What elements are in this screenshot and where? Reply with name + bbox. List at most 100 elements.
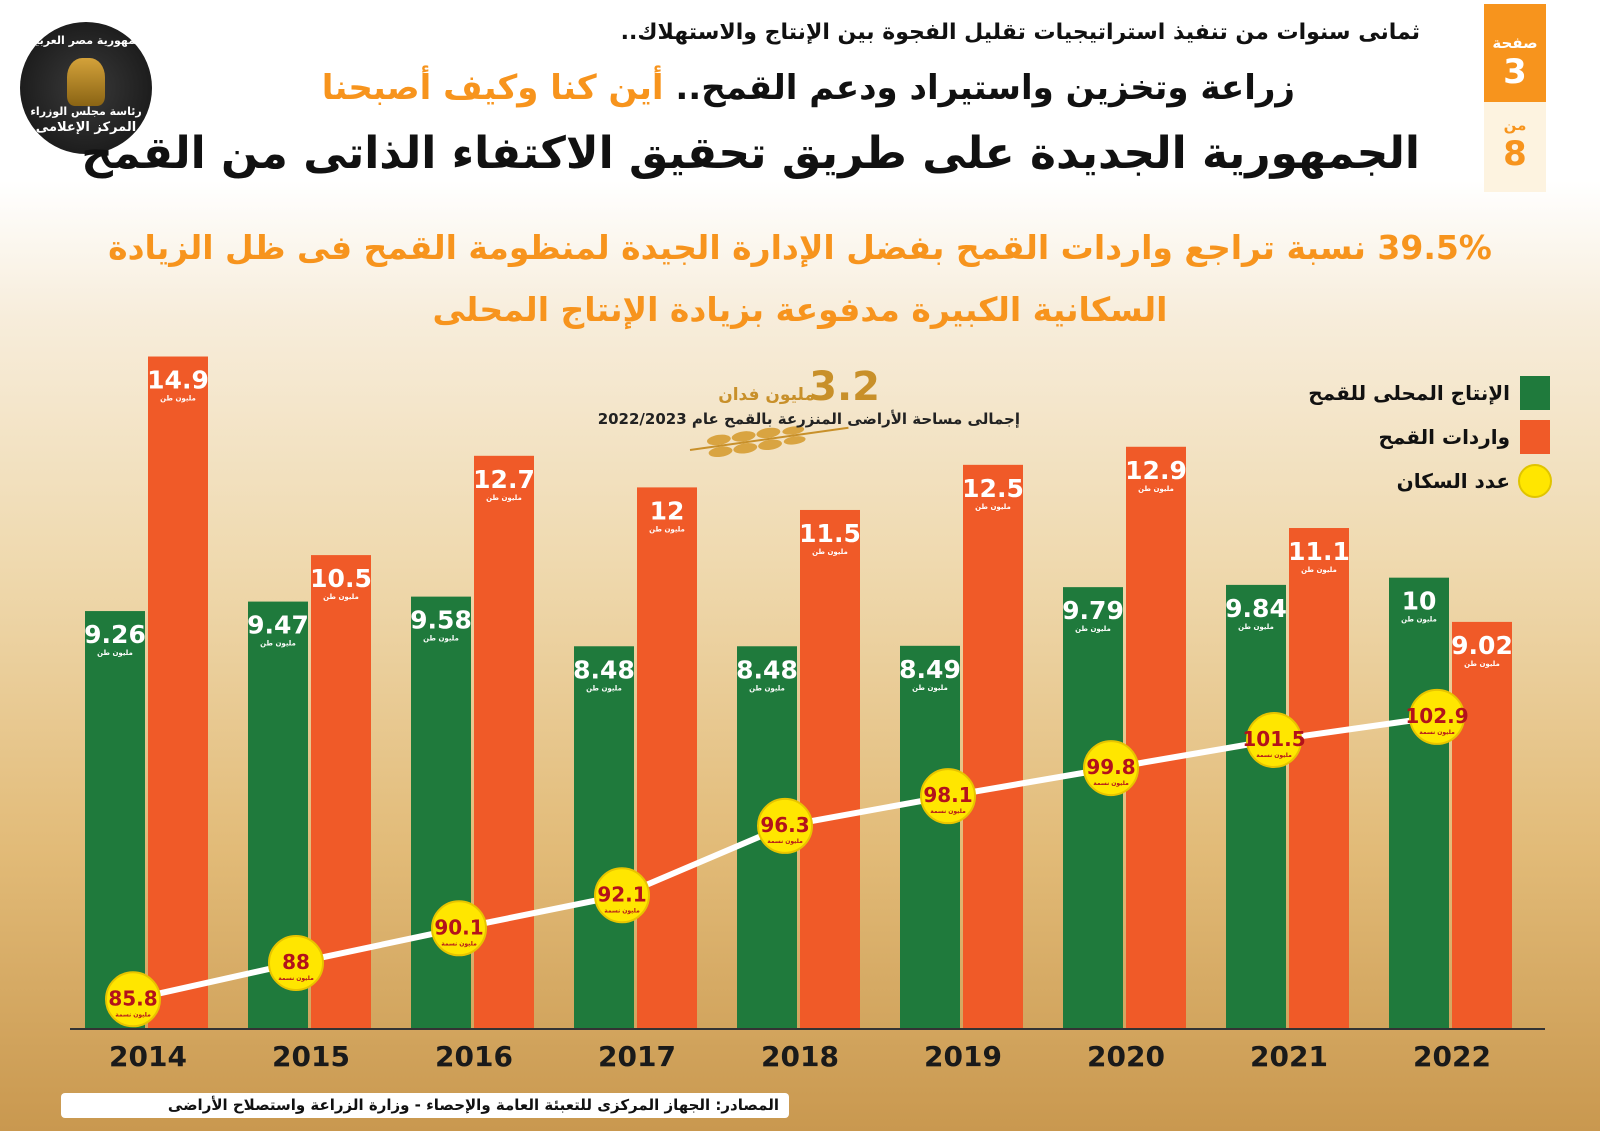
value-unit: مليون طن — [1138, 485, 1174, 493]
value-label: 9.79 — [1062, 596, 1124, 625]
subtitle: 39.5% نسبة تراجع واردات القمح بفضل الإدا… — [108, 228, 1492, 267]
value-label: 92.1 — [597, 882, 646, 906]
value-unit: مليون نسمة — [115, 1011, 151, 1018]
value-label: 9.47 — [247, 611, 309, 640]
bar — [1389, 577, 1449, 1029]
logo-text: المركز الإعلامى — [35, 120, 137, 135]
value-unit: مليون طن — [260, 640, 296, 648]
population-marker — [431, 900, 487, 957]
bar — [474, 455, 534, 1030]
value-label: 8.48 — [573, 655, 635, 684]
value-unit: مليون طن — [97, 649, 133, 657]
population-marker — [1246, 712, 1302, 769]
page-number: 3 — [1503, 52, 1527, 92]
bar — [1452, 621, 1512, 1029]
value-label: 9.84 — [1225, 594, 1287, 623]
value-label: 11.1 — [1288, 537, 1350, 566]
value-unit: مليون طن — [1464, 660, 1500, 668]
value-unit: مليون نسمة — [278, 975, 314, 982]
x-tick-label: 2018 — [761, 1040, 839, 1073]
value-label: 101.5 — [1242, 727, 1305, 751]
value-unit: مليون نسمة — [441, 940, 477, 947]
x-tick-label: 2016 — [435, 1040, 513, 1073]
x-tick-label: 2019 — [924, 1040, 1002, 1073]
value-label: 9.58 — [410, 606, 472, 635]
value-unit: مليون طن — [1401, 616, 1437, 624]
value-label: 9.26 — [84, 620, 146, 649]
value-unit: مليون طن — [1238, 623, 1274, 631]
value-label: 10.5 — [310, 564, 372, 593]
value-label: 102.9 — [1405, 704, 1468, 728]
bar — [900, 645, 960, 1029]
value-label: 10 — [1402, 587, 1437, 616]
value-label: 85.8 — [108, 986, 157, 1010]
value-label: 11.5 — [799, 519, 861, 548]
bar — [1226, 584, 1286, 1029]
logo: جمهورية مصر العربية رئاسة مجلس الوزراء ا… — [20, 22, 152, 154]
x-tick-label: 2014 — [109, 1040, 187, 1073]
bar — [85, 611, 145, 1029]
value-unit: مليون نسمة — [1256, 752, 1292, 759]
page-total: 8 — [1503, 134, 1527, 174]
value-label: 99.8 — [1086, 755, 1135, 779]
logo-text: جمهورية مصر العربية — [28, 34, 144, 47]
legend-swatch — [1520, 376, 1550, 410]
population-marker — [1409, 688, 1465, 745]
annotation-value: 3.2 — [809, 364, 880, 410]
source-note: المصادر: الجهاز المركزى للتعبئة العامة و… — [61, 1093, 789, 1118]
value-unit: مليون نسمة — [930, 808, 966, 815]
annotation-unit: مليون فدان — [718, 385, 815, 405]
value-label: 96.3 — [760, 813, 809, 837]
legend-swatch — [1520, 420, 1550, 454]
logo-text: رئاسة مجلس الوزراء — [30, 105, 142, 118]
value-unit: مليون طن — [649, 525, 685, 533]
annotation-text: إجمالى مساحة الأراضى المنزرعة بالقمح عام… — [598, 410, 1020, 428]
value-label: 8.48 — [736, 655, 798, 684]
bar — [800, 509, 860, 1029]
page-label: صفحة — [1492, 34, 1538, 52]
value-unit: مليون طن — [975, 503, 1011, 511]
population-marker — [1083, 740, 1139, 797]
population-marker — [594, 867, 650, 924]
value-unit: مليون نسمة — [604, 907, 640, 914]
value-unit: مليون نسمة — [1093, 780, 1129, 787]
value-unit: مليون نسمة — [767, 838, 803, 845]
value-unit: مليون طن — [486, 494, 522, 502]
value-label: 14.9 — [147, 366, 209, 395]
title: الجمهورية الجديدة على طريق تحقيق الاكتفا… — [81, 128, 1420, 179]
value-unit: مليون طن — [1301, 566, 1337, 574]
value-unit: مليون طن — [586, 684, 622, 692]
value-label: 88 — [282, 950, 310, 974]
population-marker — [105, 971, 161, 1028]
kicker: ثمانى سنوات من تنفيذ استراتيجيات تقليل ا… — [620, 20, 1420, 45]
population-marker — [268, 934, 324, 991]
bar — [1126, 446, 1186, 1029]
value-unit: مليون طن — [423, 635, 459, 643]
population-marker — [757, 797, 813, 854]
x-tick-label: 2017 — [598, 1040, 676, 1073]
bar — [1063, 587, 1123, 1029]
bar — [637, 487, 697, 1029]
value-label: 12.7 — [473, 465, 535, 494]
legend-swatch — [1518, 464, 1552, 498]
bar — [148, 356, 208, 1030]
value-label: 98.1 — [923, 783, 972, 807]
value-label: 12.5 — [962, 474, 1024, 503]
page-indicator: صفحة 3 من 8 — [1484, 4, 1546, 192]
value-label: 12.9 — [1125, 456, 1187, 485]
emblem — [67, 58, 105, 106]
x-tick-label: 2022 — [1413, 1040, 1491, 1073]
value-label: 9.02 — [1451, 631, 1513, 660]
legend-label: واردات القمح — [1378, 425, 1510, 449]
headline-part: زراعة وتخزين واستيراد ودعم القمح.. — [675, 68, 1295, 108]
value-label: 90.1 — [434, 915, 483, 939]
value-label: 12 — [650, 496, 685, 525]
population-marker — [920, 768, 976, 825]
bar — [1289, 528, 1349, 1029]
subtitle: السكانية الكبيرة مدفوعة بزيادة الإنتاج ا… — [432, 290, 1168, 329]
legend-label: عدد السكان — [1397, 469, 1510, 493]
value-label: 8.49 — [899, 655, 961, 684]
legend-label: الإنتاج المحلى للقمح — [1308, 381, 1510, 405]
x-tick-label: 2020 — [1087, 1040, 1165, 1073]
